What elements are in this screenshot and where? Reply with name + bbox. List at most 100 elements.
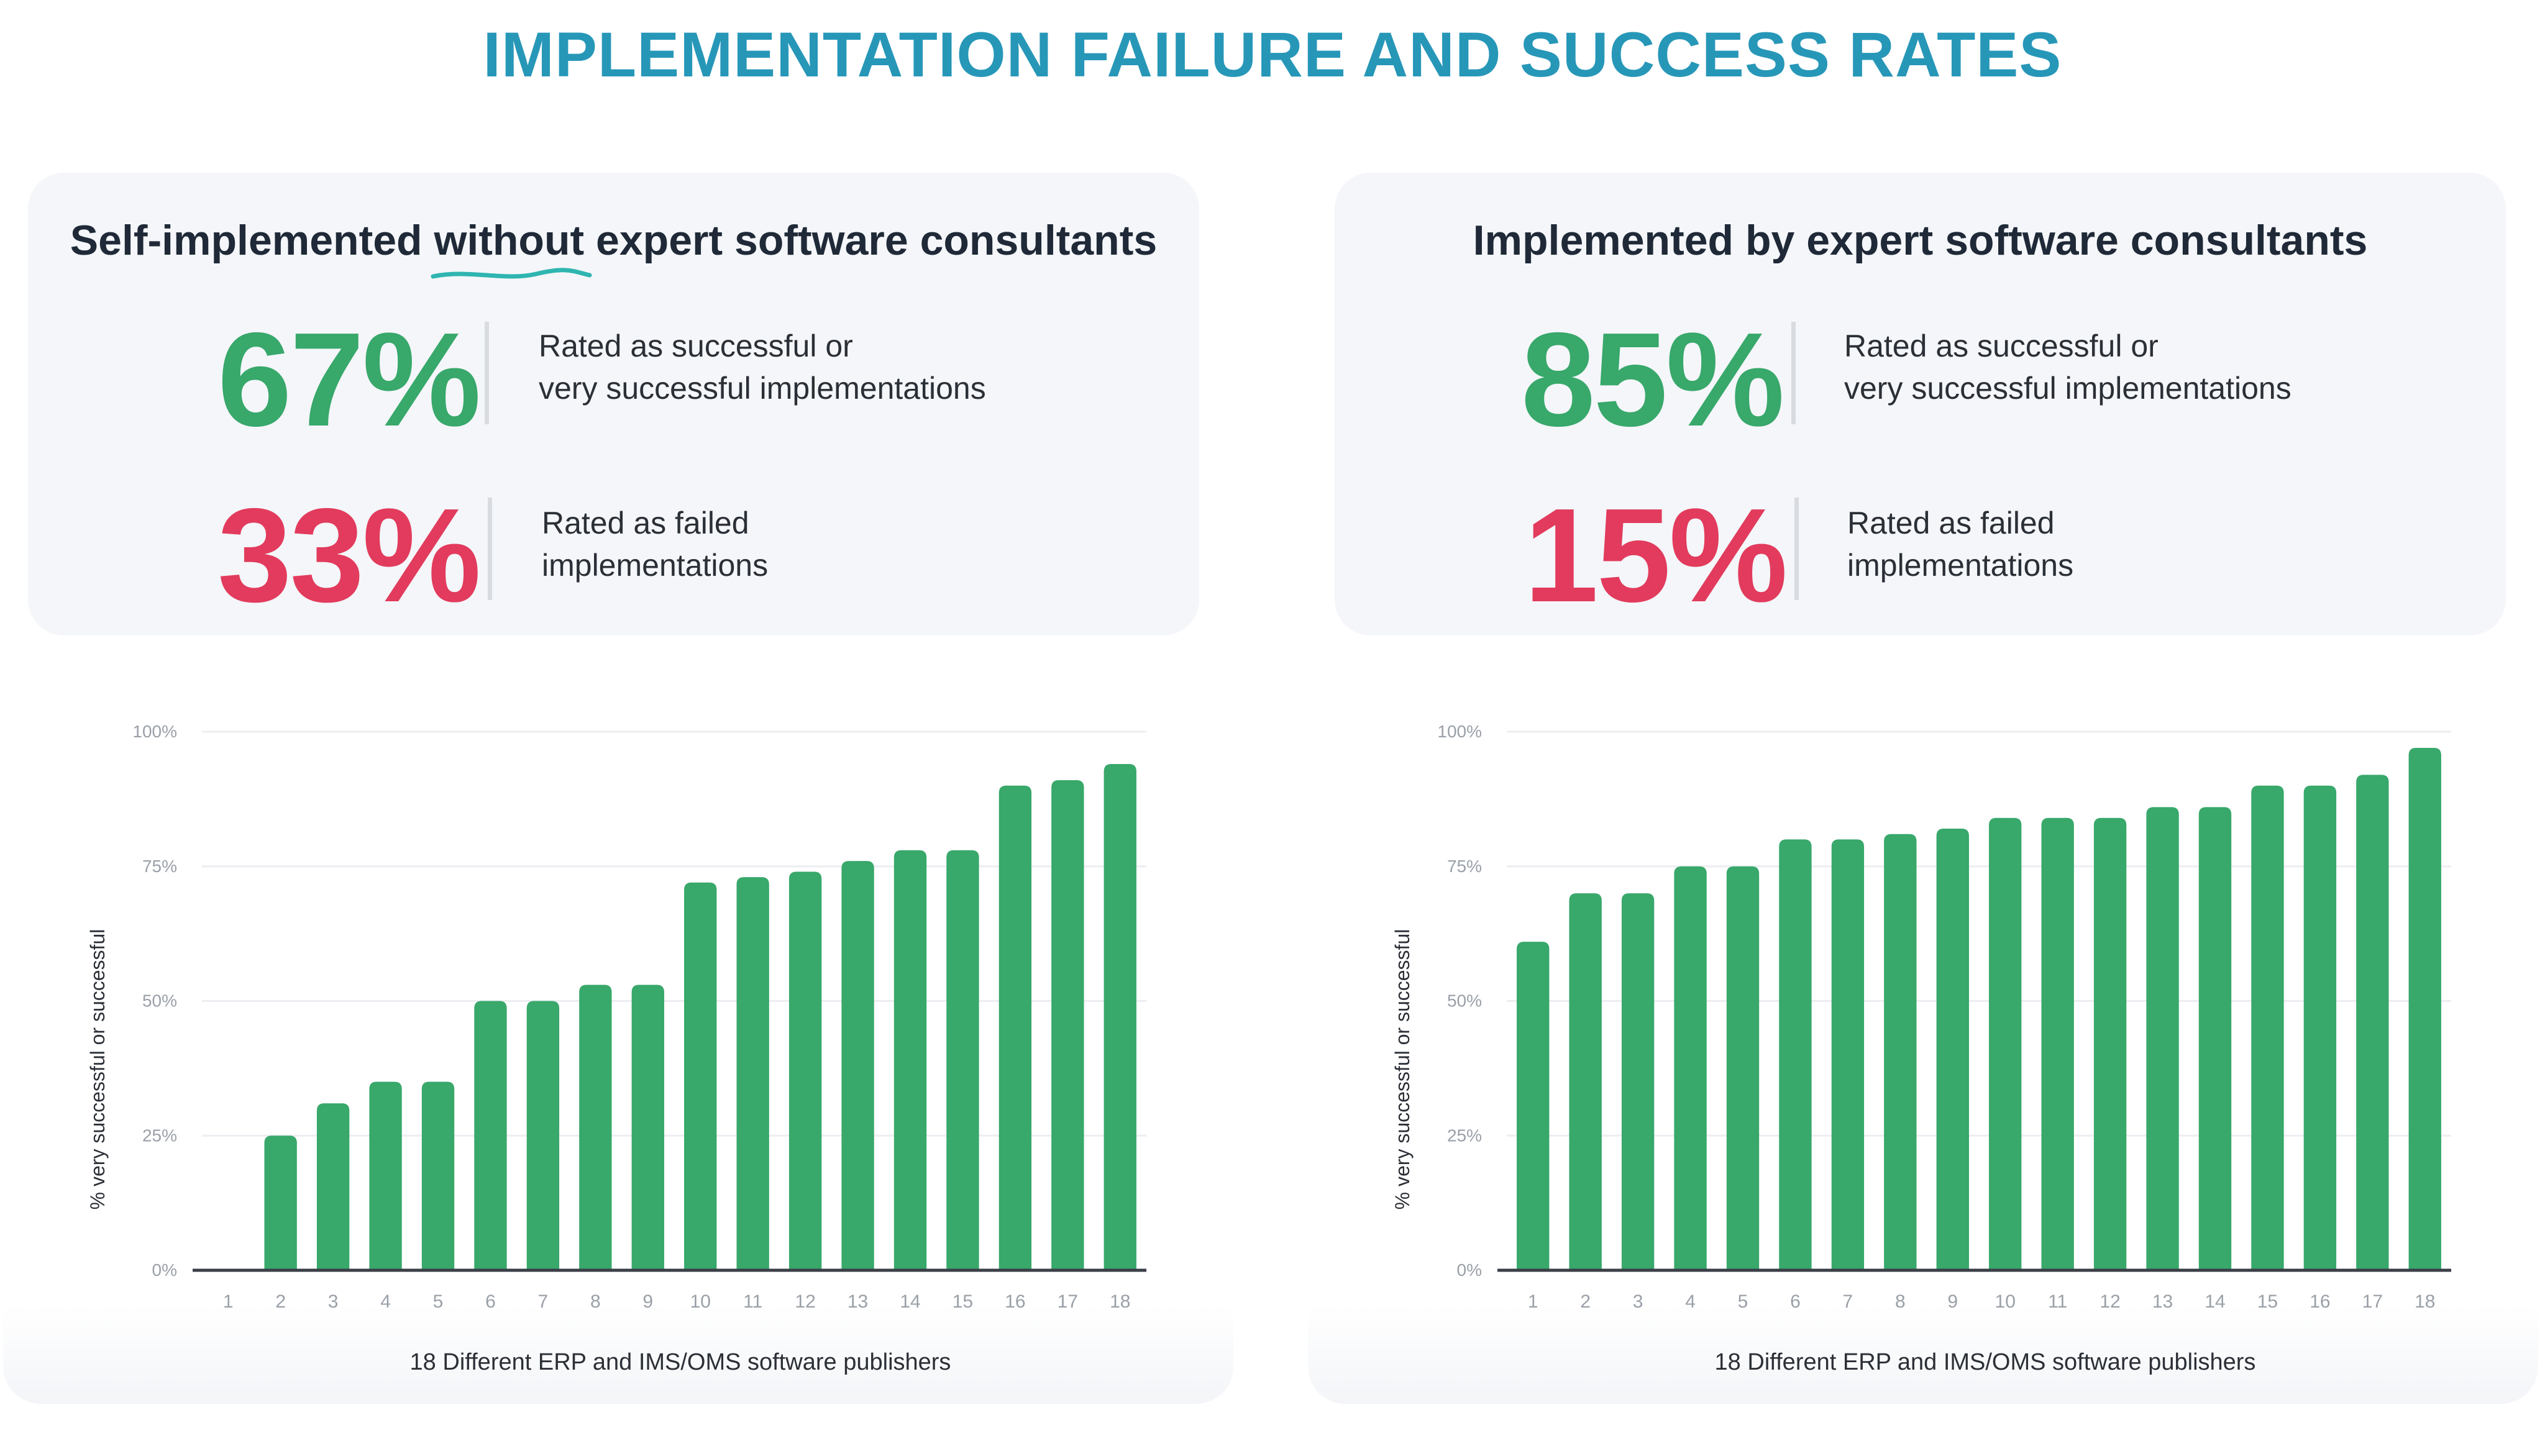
left-failed-value: 33% bbox=[217, 480, 481, 630]
bar bbox=[946, 850, 979, 1270]
x-axis-label: 18 Different ERP and IMS/OMS software pu… bbox=[1715, 1349, 2256, 1375]
x-tick-label: 14 bbox=[900, 1291, 920, 1312]
x-tick-label: 10 bbox=[1995, 1291, 2016, 1312]
y-tick-label: 50% bbox=[142, 991, 177, 1011]
x-tick-label: 15 bbox=[2257, 1291, 2278, 1312]
x-tick-label: 3 bbox=[1633, 1291, 1643, 1312]
left-failed-divider bbox=[488, 498, 492, 600]
bar bbox=[841, 861, 874, 1270]
x-tick-label: 10 bbox=[690, 1291, 711, 1312]
left-heading-emphasis: without bbox=[431, 217, 592, 279]
x-tick-label: 2 bbox=[1580, 1291, 1591, 1312]
x-tick-label: 6 bbox=[485, 1291, 496, 1312]
bar bbox=[474, 1001, 507, 1270]
x-axis-label: 18 Different ERP and IMS/OMS software pu… bbox=[410, 1349, 951, 1375]
bar bbox=[893, 850, 927, 1270]
x-tick-label: 16 bbox=[1005, 1291, 1025, 1312]
y-tick-label: 50% bbox=[1447, 991, 1482, 1011]
x-tick-label: 9 bbox=[1947, 1291, 1958, 1312]
x-tick-label: 2 bbox=[275, 1291, 286, 1312]
bar bbox=[1884, 834, 1917, 1270]
bar bbox=[316, 1103, 350, 1270]
right-success-label: Rated as successful or very successful i… bbox=[1844, 329, 2291, 406]
bar bbox=[684, 882, 717, 1270]
x-tick-label: 8 bbox=[590, 1291, 601, 1312]
x-tick-label: 14 bbox=[2205, 1291, 2225, 1312]
right-failed-label: Rated as failed implementations bbox=[1847, 506, 2074, 583]
x-tick-label: 17 bbox=[2362, 1291, 2383, 1312]
x-tick-label: 7 bbox=[1843, 1291, 1853, 1312]
y-tick-label: 0% bbox=[152, 1260, 177, 1280]
x-tick-label: 8 bbox=[1895, 1291, 1906, 1312]
y-tick-label: 25% bbox=[142, 1126, 177, 1145]
y-tick-label: 100% bbox=[132, 722, 177, 741]
bar bbox=[736, 877, 769, 1270]
bar bbox=[1621, 893, 1655, 1270]
bar bbox=[2356, 775, 2389, 1270]
x-tick-label: 6 bbox=[1790, 1291, 1801, 1312]
bar bbox=[1831, 839, 1865, 1270]
right-failed-value: 15% bbox=[1524, 480, 1788, 630]
x-tick-label: 18 bbox=[1110, 1291, 1130, 1312]
bar bbox=[1726, 866, 1760, 1270]
left-heading-end: expert software consultants bbox=[584, 217, 1158, 264]
x-tick-label: 4 bbox=[380, 1291, 391, 1312]
x-tick-label: 7 bbox=[538, 1291, 549, 1312]
bar bbox=[1569, 893, 1602, 1270]
left-success-label: Rated as successful or very successful i… bbox=[539, 329, 986, 406]
bar bbox=[1936, 829, 1969, 1270]
bar bbox=[998, 785, 1032, 1270]
bar bbox=[2146, 807, 2179, 1270]
right-card-heading: Implemented by expert software consultan… bbox=[1473, 217, 2368, 264]
y-tick-label: 75% bbox=[1447, 857, 1482, 876]
left-success-divider bbox=[485, 322, 489, 424]
x-tick-label: 17 bbox=[1058, 1291, 1078, 1312]
bar bbox=[421, 1081, 455, 1270]
x-tick-label: 5 bbox=[433, 1291, 444, 1312]
x-tick-label: 1 bbox=[1528, 1291, 1538, 1312]
right-bar-chart: 0%25%50%75%100%1 2 3 4 5 6 7 8 9 10 11 12 13 14 15 16 17… bbox=[1391, 722, 2451, 1375]
left-failed-label: Rated as failed implementations bbox=[542, 506, 769, 583]
bar bbox=[2408, 748, 2441, 1270]
x-tick-label: 13 bbox=[2152, 1291, 2173, 1312]
right-success-value: 85% bbox=[1521, 304, 1784, 454]
x-tick-label: 9 bbox=[642, 1291, 653, 1312]
y-tick-label: 25% bbox=[1447, 1126, 1482, 1145]
x-tick-label: 4 bbox=[1685, 1291, 1696, 1312]
bar bbox=[1103, 764, 1136, 1270]
bar bbox=[264, 1135, 297, 1270]
bar bbox=[1989, 817, 2022, 1270]
x-tick-label: 11 bbox=[743, 1291, 762, 1312]
left-summary-card: Self-implemented without expert software… bbox=[28, 173, 1199, 635]
x-tick-label: 18 bbox=[2415, 1291, 2435, 1312]
x-tick-label: 15 bbox=[953, 1291, 973, 1312]
bar bbox=[1051, 780, 1084, 1270]
left-card-heading: Self-implemented without expert software… bbox=[28, 216, 1199, 279]
bar bbox=[2093, 817, 2127, 1270]
right-failed-divider bbox=[1794, 498, 1799, 600]
bar bbox=[631, 985, 664, 1270]
right-summary-card: Implemented by expert software consultan… bbox=[1335, 173, 2506, 635]
y-tick-label: 75% bbox=[142, 857, 177, 876]
bar bbox=[579, 985, 612, 1270]
x-tick-label: 13 bbox=[848, 1291, 868, 1312]
bar bbox=[788, 871, 822, 1270]
x-tick-label: 11 bbox=[2048, 1291, 2067, 1312]
bar bbox=[2251, 785, 2284, 1270]
bar bbox=[1674, 866, 1707, 1270]
y-tick-label: 0% bbox=[1457, 1260, 1482, 1280]
right-success-divider bbox=[1791, 322, 1796, 424]
bar bbox=[369, 1081, 402, 1270]
underline-squiggle-icon bbox=[431, 268, 592, 279]
bar bbox=[526, 1001, 560, 1270]
x-tick-label: 3 bbox=[328, 1291, 339, 1312]
bar bbox=[2041, 817, 2074, 1270]
bar bbox=[2198, 807, 2232, 1270]
bar bbox=[1779, 839, 1812, 1270]
y-tick-label: 100% bbox=[1437, 722, 1482, 741]
x-tick-label: 12 bbox=[2100, 1291, 2120, 1312]
bar bbox=[2303, 785, 2337, 1270]
x-tick-label: 16 bbox=[2310, 1291, 2330, 1312]
x-tick-label: 1 bbox=[223, 1291, 234, 1312]
x-tick-label: 5 bbox=[1738, 1291, 1748, 1312]
